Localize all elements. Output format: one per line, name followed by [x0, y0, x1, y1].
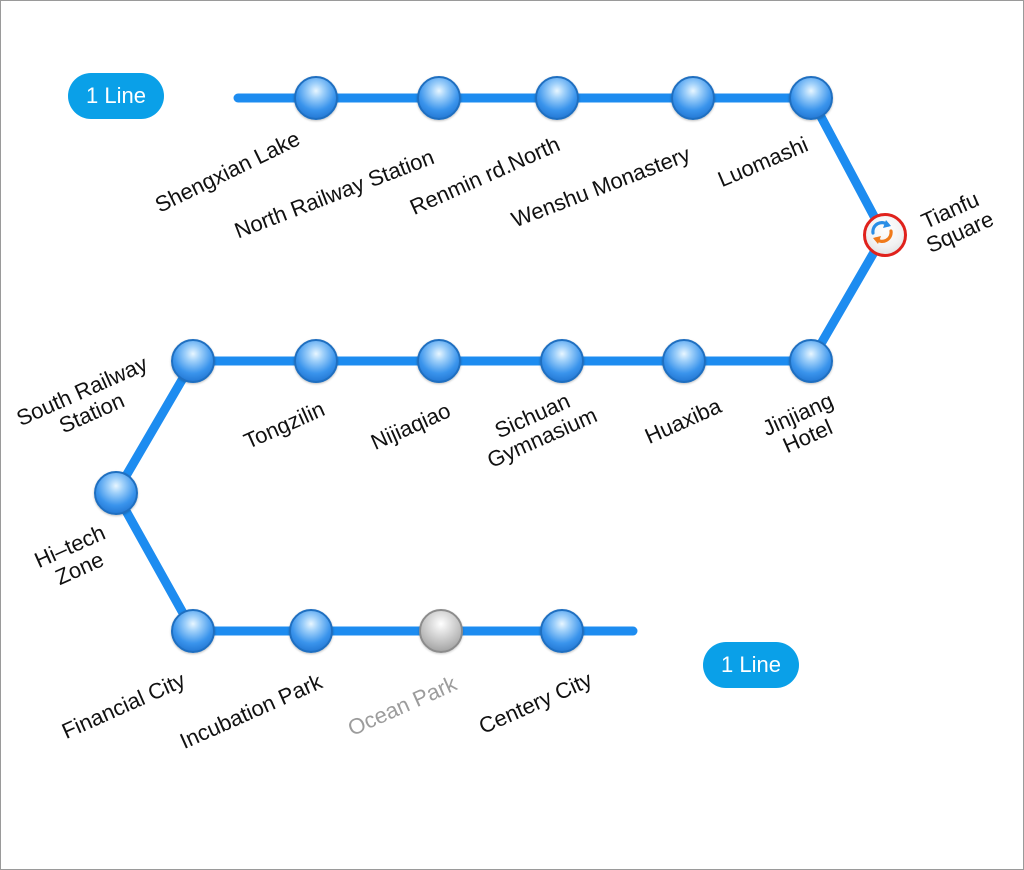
station-luomashi[interactable] — [789, 76, 833, 120]
station-financial-city[interactable] — [171, 609, 215, 653]
station-nijiaqiao[interactable] — [417, 339, 461, 383]
station-huaxiba[interactable] — [662, 339, 706, 383]
station-wenshu-monastery[interactable] — [671, 76, 715, 120]
station-south-railway-station[interactable] — [171, 339, 215, 383]
station-sichuan-gymnasium[interactable] — [540, 339, 584, 383]
transfer-arrows-icon — [871, 220, 893, 244]
station-ocean-park[interactable] — [419, 609, 463, 653]
station-renmin-rd-north[interactable] — [535, 76, 579, 120]
station-tongzilin[interactable] — [294, 339, 338, 383]
line-badge-end[interactable]: 1 Line — [703, 642, 799, 688]
station-centery-city[interactable] — [540, 609, 584, 653]
line-badge-start[interactable]: 1 Line — [68, 73, 164, 119]
station-north-railway-station[interactable] — [417, 76, 461, 120]
station-shengxian-lake[interactable] — [294, 76, 338, 120]
station-hi-tech-zone[interactable] — [94, 471, 138, 515]
station-jinjiang-hotel[interactable] — [789, 339, 833, 383]
station-tianfu-square[interactable] — [863, 213, 907, 257]
station-incubation-park[interactable] — [289, 609, 333, 653]
